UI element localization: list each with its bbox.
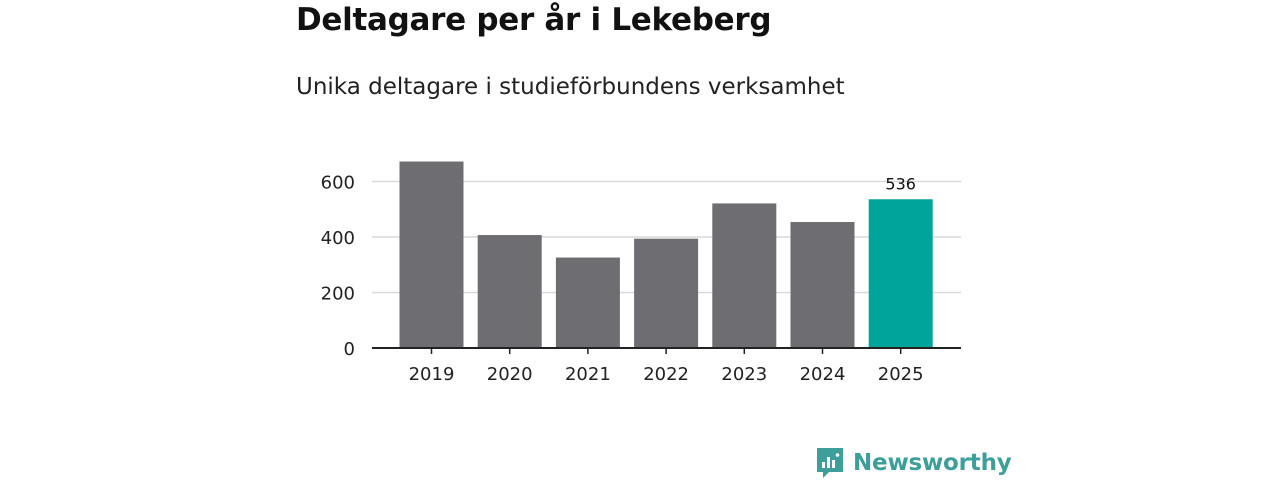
- data-label: 536: [885, 174, 916, 193]
- y-tick-label: 0: [344, 339, 355, 360]
- x-tick-label: 2019: [409, 364, 455, 385]
- y-tick-label: 200: [321, 284, 355, 305]
- chart-subtitle: Unika deltagare i studieförbundens verks…: [296, 74, 845, 100]
- bar-2022: [634, 238, 699, 348]
- brand-name: Newsworthy: [853, 450, 1012, 476]
- newsworthy-logo-icon: [817, 448, 843, 478]
- x-tick-label: 2020: [487, 364, 533, 385]
- bar-2021: [555, 257, 620, 348]
- y-tick-label: 400: [321, 228, 355, 249]
- brand-logo[interactable]: Newsworthy: [815, 446, 1012, 480]
- x-tick-label: 2021: [565, 364, 611, 385]
- x-tick-label: 2023: [721, 364, 767, 385]
- x-tick-label: 2024: [800, 364, 846, 385]
- bar-2025: [868, 199, 933, 348]
- chart-title: Deltagare per år i Lekeberg: [296, 2, 772, 38]
- bar-2024: [790, 222, 855, 348]
- bar-2023: [712, 203, 777, 348]
- bar-2020: [477, 235, 542, 348]
- x-tick-label: 2025: [878, 364, 924, 385]
- x-tick-label: 2022: [643, 364, 689, 385]
- bar-2019: [399, 161, 464, 348]
- y-tick-label: 600: [321, 173, 355, 194]
